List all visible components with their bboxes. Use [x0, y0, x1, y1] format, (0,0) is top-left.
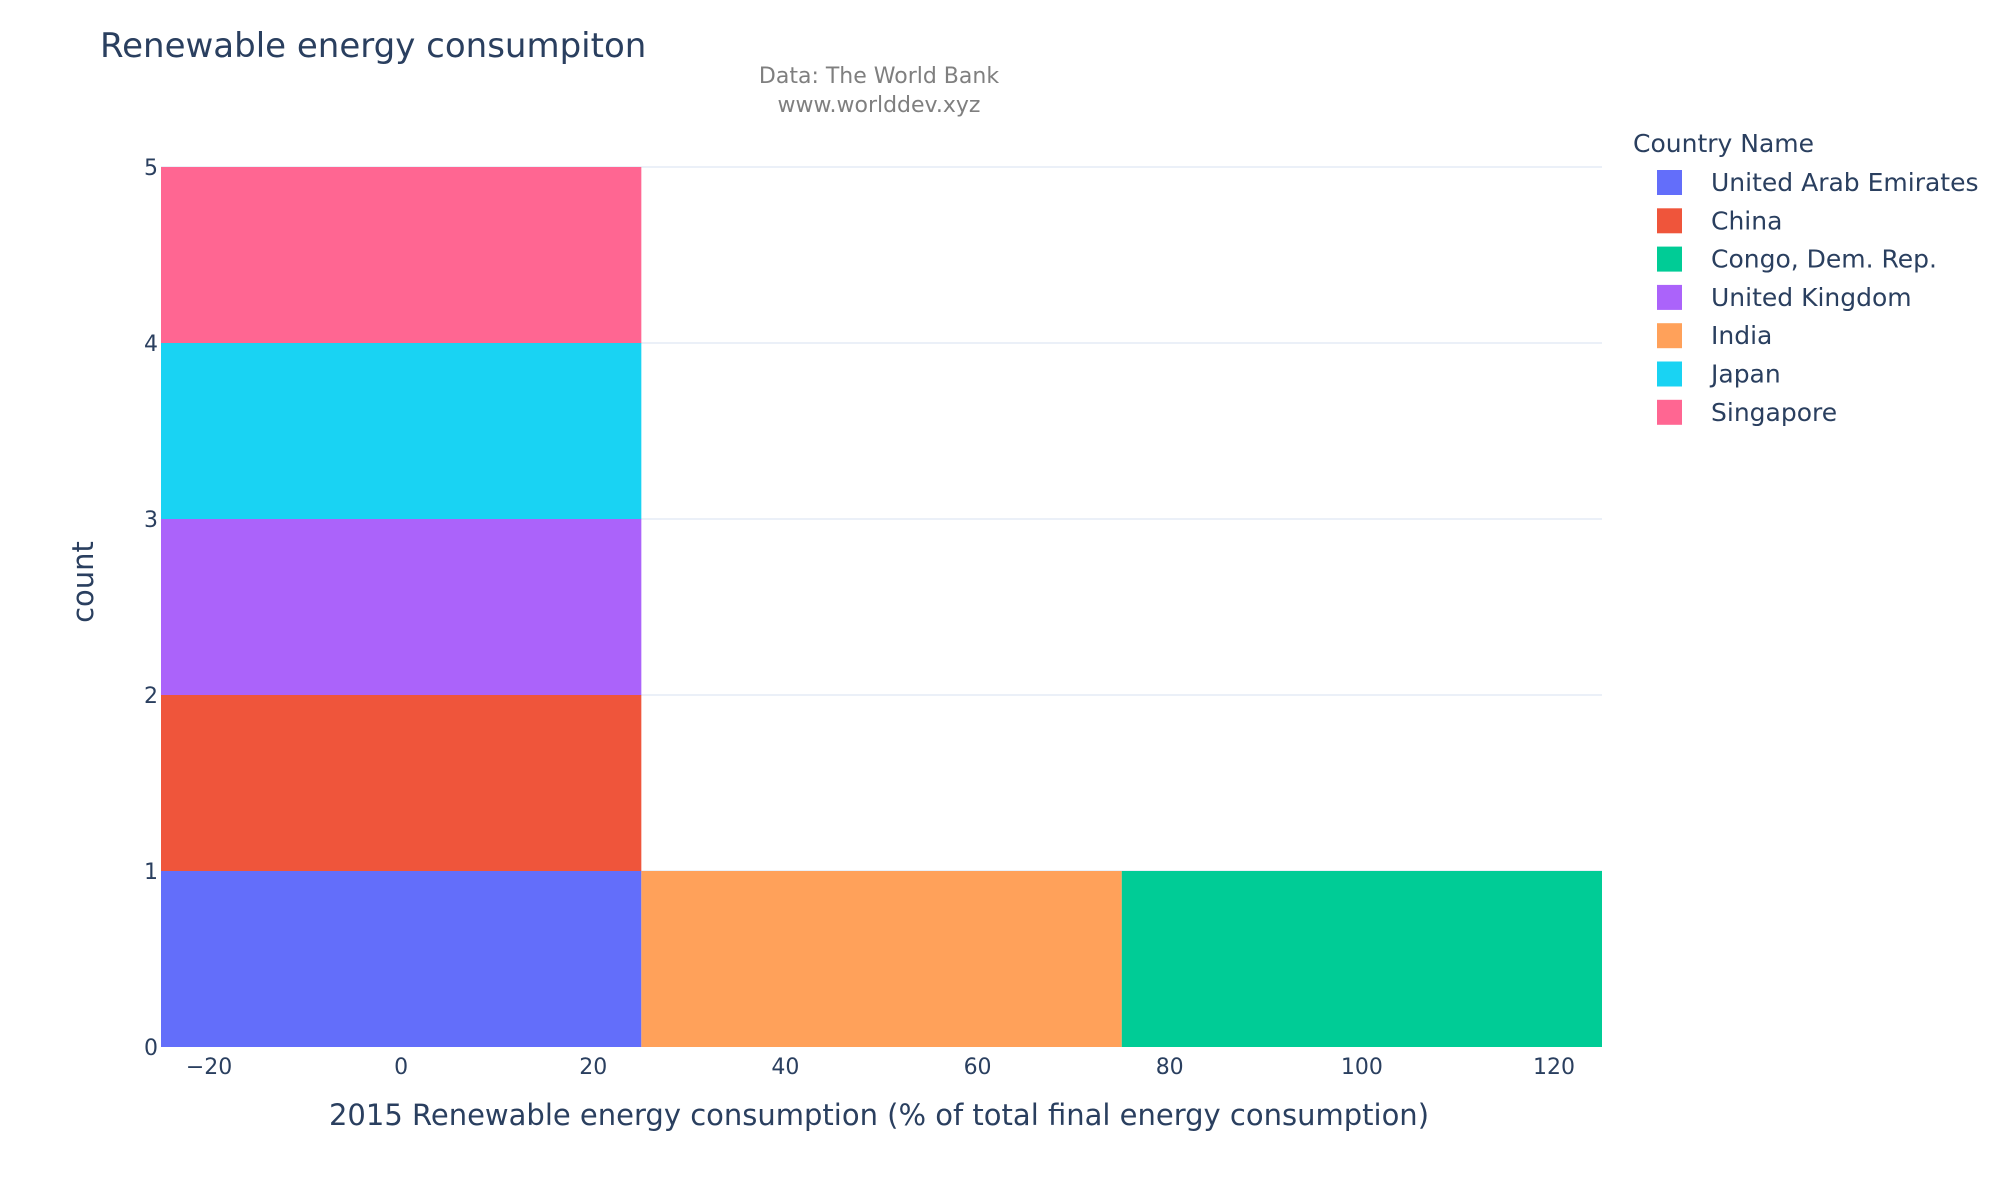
legend-swatch [1657, 323, 1682, 349]
y-tick-label: 3 [144, 508, 158, 533]
legend-swatch [1657, 361, 1682, 387]
legend-item-india[interactable]: India [1657, 321, 1772, 350]
legend-swatch [1657, 399, 1682, 425]
chart-subtitle-line-1: Data: The World Bank [759, 64, 999, 89]
chart-title: Renewable energy consumpiton [100, 26, 646, 66]
bar-singapore[interactable] [161, 167, 642, 343]
y-axis-label: count [66, 541, 100, 623]
y-tick-label: 0 [144, 1036, 158, 1061]
bar-united-kingdom[interactable] [161, 519, 642, 695]
x-axis-ticks: −20 0 20 40 60 80 100 120 [186, 1055, 1575, 1080]
x-tick-label: 120 [1533, 1055, 1575, 1080]
legend-label: China [1711, 206, 1782, 235]
legend-label: United Kingdom [1711, 283, 1912, 312]
x-axis-label: 2015 Renewable energy consumption (% of … [329, 1098, 1429, 1132]
legend-swatch [1657, 170, 1682, 195]
legend-item-congo-dem-rep[interactable]: Congo, Dem. Rep. [1657, 245, 1937, 274]
legend-swatch [1657, 208, 1682, 234]
x-tick-label: −20 [186, 1055, 232, 1080]
y-tick-label: 2 [144, 684, 158, 709]
legend-label: Japan [1709, 360, 1781, 389]
legend-item-singapore[interactable]: Singapore [1657, 398, 1837, 427]
bars [161, 167, 1602, 1047]
bar-china[interactable] [161, 695, 642, 871]
legend-swatch [1657, 284, 1682, 310]
bar-india[interactable] [641, 871, 1122, 1047]
y-tick-label: 4 [144, 332, 158, 357]
legend-swatch [1657, 246, 1682, 272]
legend-label: United Arab Emirates [1711, 168, 1979, 197]
bar-japan[interactable] [161, 343, 642, 519]
chart-subtitle-line-2: www.worlddev.xyz [778, 93, 981, 118]
x-tick-label: 80 [1156, 1055, 1184, 1080]
bar-united-arab-emirates[interactable] [161, 871, 642, 1047]
legend[interactable]: United Arab Emirates China Congo, Dem. Rep… [1657, 168, 1979, 427]
x-tick-label: 0 [394, 1055, 408, 1080]
y-tick-label: 1 [144, 860, 158, 885]
legend-title: Country Name [1633, 129, 1814, 158]
legend-item-united-arab-emirates[interactable]: United Arab Emirates [1657, 168, 1979, 197]
x-tick-label: 100 [1341, 1055, 1383, 1080]
y-tick-label: 5 [144, 156, 158, 181]
x-tick-label: 20 [579, 1055, 607, 1080]
bar-congo-dem-rep[interactable] [1121, 871, 1602, 1047]
legend-item-japan[interactable]: Japan [1657, 360, 1781, 389]
legend-label: Singapore [1711, 398, 1837, 427]
x-tick-label: 40 [771, 1055, 799, 1080]
legend-label: Congo, Dem. Rep. [1711, 245, 1937, 274]
legend-item-china[interactable]: China [1657, 206, 1782, 235]
x-tick-label: 60 [964, 1055, 992, 1080]
legend-item-united-kingdom[interactable]: United Kingdom [1657, 283, 1912, 312]
legend-label: India [1711, 321, 1772, 350]
y-axis-ticks: 0 1 2 3 4 5 [144, 156, 158, 1061]
